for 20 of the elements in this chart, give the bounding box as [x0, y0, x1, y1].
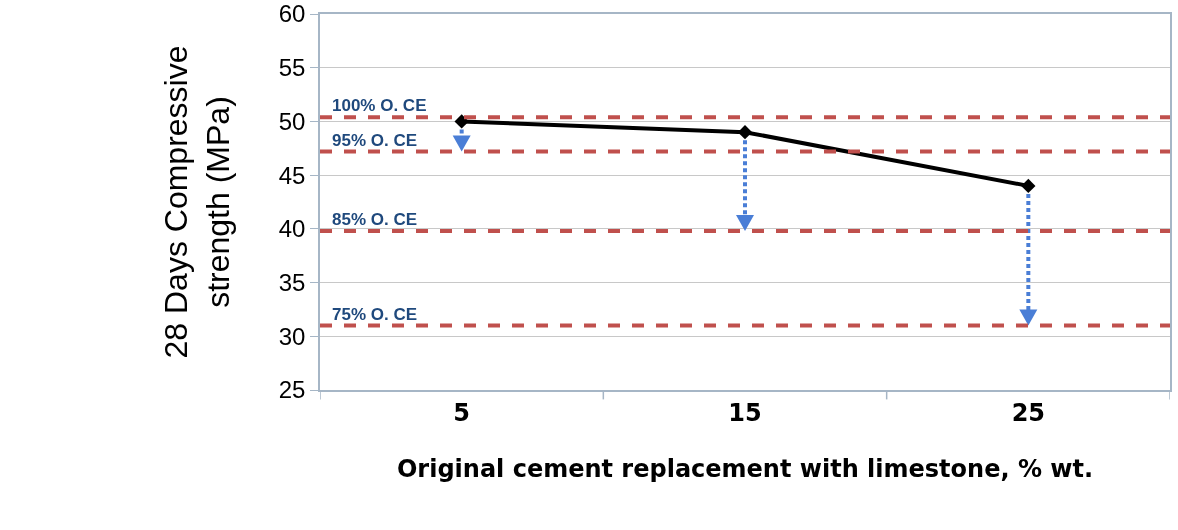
ref-line-label: 85% O. CE [332, 210, 418, 229]
y-tick-label: 35 [278, 268, 306, 296]
ref-line-label: 95% O. CE [332, 131, 418, 150]
x-tick-label: 25 [1011, 398, 1046, 427]
y-axis-title: 28 Days Compressive strength (MPa) [157, 45, 236, 359]
y-tick-label: 30 [278, 322, 306, 350]
y-tick-label: 45 [278, 161, 306, 189]
x-tick-label: 15 [728, 398, 762, 427]
x-tick-label: 5 [453, 398, 471, 427]
y-tick-label: 40 [278, 215, 306, 243]
ref-line-label: 75% O. CE [332, 305, 418, 324]
y-tick-label: 25 [278, 376, 306, 404]
ref-line-label: 100% O. CE [332, 96, 427, 115]
y-tick-label: 50 [278, 107, 306, 135]
y-tick-label: 55 [278, 54, 306, 82]
point [454, 114, 469, 129]
point [1021, 178, 1036, 194]
y-tick-label: 60 [278, 0, 306, 28]
x-axis-title: Original cement replacement with limestone, % wt. [396, 455, 1094, 484]
point [737, 125, 753, 140]
